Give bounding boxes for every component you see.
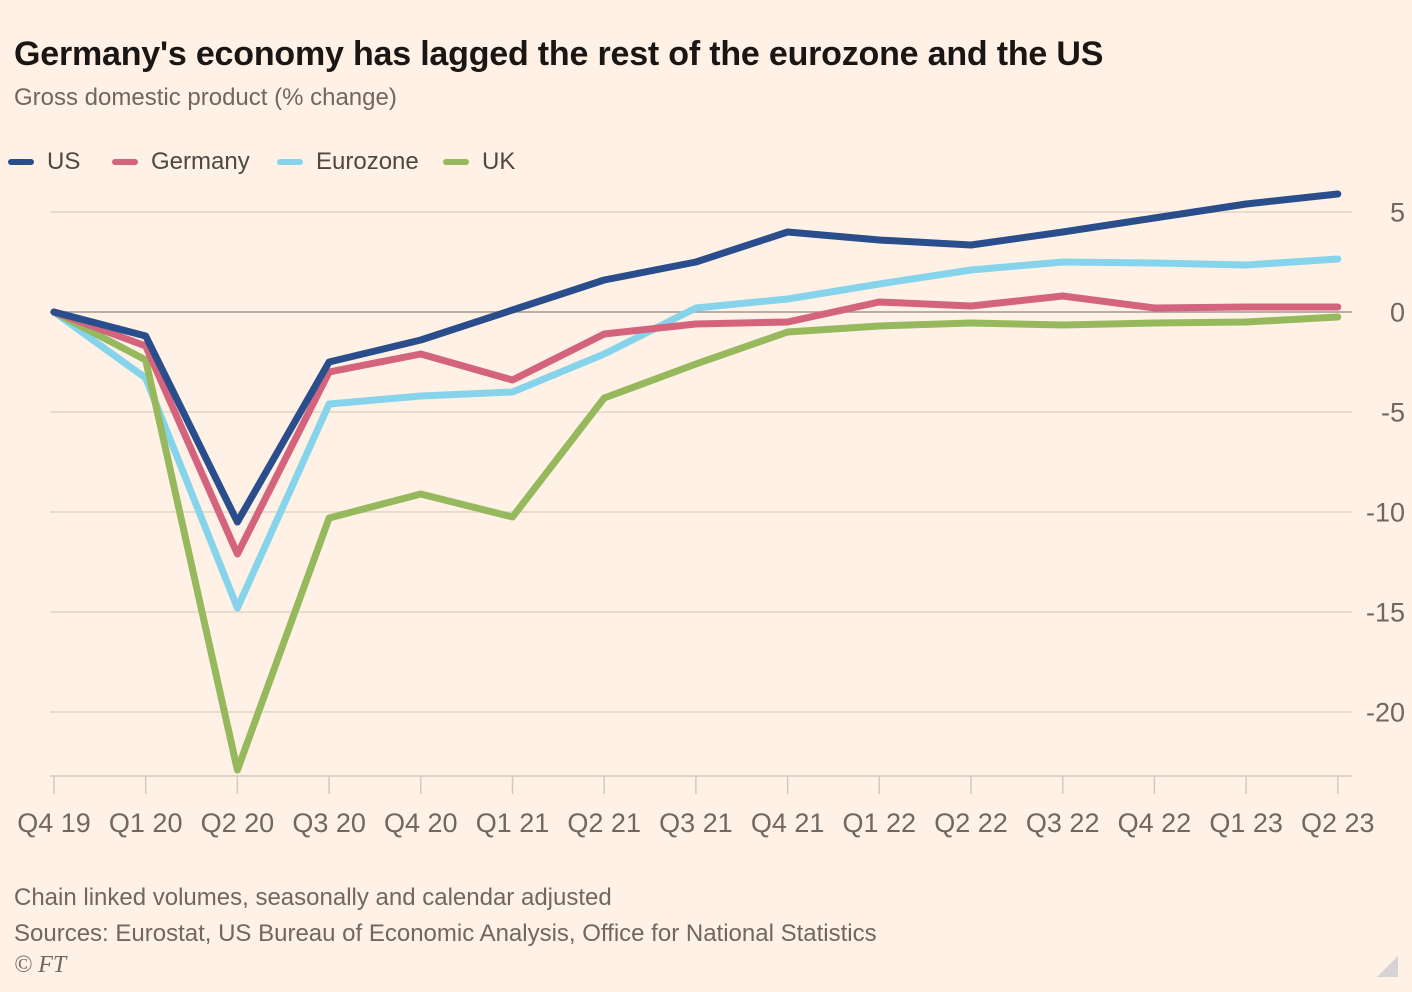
legend-swatch-us — [8, 159, 34, 165]
chart-subtitle: Gross domestic product (% change) — [14, 84, 397, 111]
us-line — [50, 190, 1342, 526]
y-axis-tick-label: 0 — [1390, 298, 1405, 328]
x-axis-tick-label: Q2 23 — [1301, 808, 1375, 838]
eurozone-line — [50, 255, 1342, 612]
chart-footnote: Chain linked volumes, seasonally and cal… — [14, 884, 612, 911]
legend-swatch-germany — [112, 159, 138, 165]
y-axis-tick-label: 5 — [1390, 198, 1405, 228]
chart-title: Germany's economy has lagged the rest of… — [14, 34, 1104, 73]
x-axis-tick-label: Q2 20 — [201, 808, 275, 838]
x-axis-tick-label: Q4 19 — [17, 808, 91, 838]
x-axis-tick-label: Q1 21 — [476, 808, 550, 838]
legend-label: Germany — [151, 148, 250, 175]
legend-item-germany: Germany — [112, 148, 250, 176]
x-axis-tick-label: Q2 22 — [934, 808, 1008, 838]
legend-swatch-uk — [443, 159, 469, 165]
uk-line — [50, 308, 1342, 774]
resize-corner-triangle — [1377, 956, 1398, 977]
y-axis-tick-label: -15 — [1366, 598, 1405, 628]
legend-label: Eurozone — [316, 148, 419, 175]
x-axis-tick-label: Q1 22 — [843, 808, 917, 838]
x-axis-tick-label: Q4 22 — [1118, 808, 1192, 838]
germany-line — [50, 292, 1342, 558]
x-axis-tick-label: Q4 20 — [384, 808, 458, 838]
y-axis-tick-label: -20 — [1366, 698, 1405, 728]
x-axis-tick-label: Q4 21 — [751, 808, 825, 838]
x-axis-tick-label: Q1 20 — [109, 808, 183, 838]
legend-label: UK — [482, 148, 516, 175]
chart-sources: Sources: Eurostat, US Bureau of Economic… — [14, 920, 877, 947]
x-axis-tick-label: Q1 23 — [1209, 808, 1283, 838]
x-axis-tick-label: Q3 21 — [659, 808, 733, 838]
x-axis-tick-label: Q3 20 — [292, 808, 366, 838]
legend: US Germany Eurozone UK — [0, 148, 1412, 178]
legend-swatch-eurozone — [277, 159, 303, 165]
legend-item-eurozone: Eurozone — [277, 148, 419, 176]
legend-item-us: US — [8, 148, 80, 176]
x-axis-tick-label: Q3 22 — [1026, 808, 1100, 838]
y-axis-tick-label: -5 — [1381, 398, 1405, 428]
legend-label: US — [47, 148, 81, 175]
ft-copyright: © FT — [14, 952, 67, 978]
legend-item-uk: UK — [443, 148, 515, 176]
y-axis-tick-label: -10 — [1366, 498, 1405, 528]
x-axis-tick-label: Q2 21 — [567, 808, 641, 838]
